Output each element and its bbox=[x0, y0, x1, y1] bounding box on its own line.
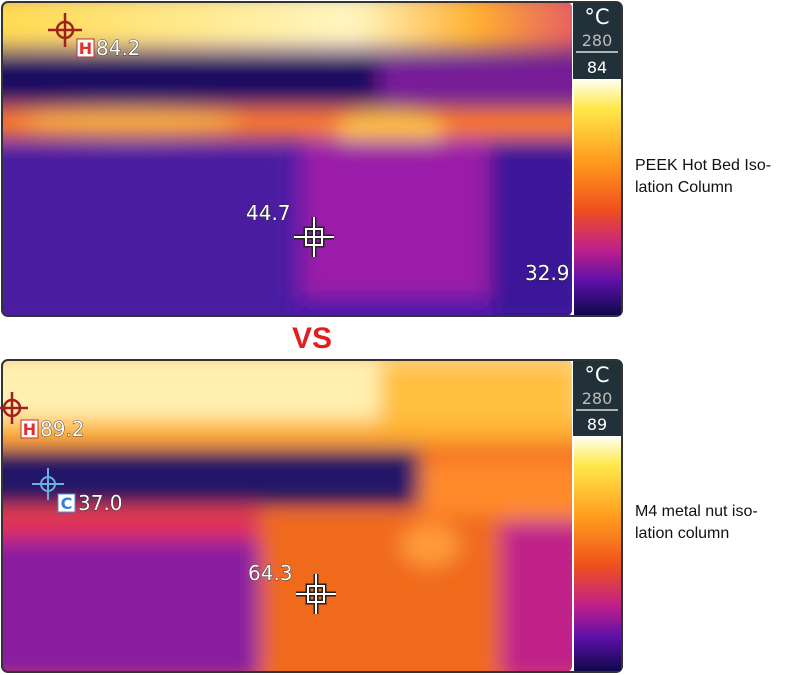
separator: VS bbox=[292, 322, 332, 355]
tag-box bbox=[76, 38, 95, 58]
scale-max: 280 bbox=[582, 389, 613, 408]
unit: °C bbox=[584, 363, 609, 387]
center-marker bbox=[294, 217, 334, 257]
cold-marker bbox=[32, 468, 64, 500]
hot-marker bbox=[48, 13, 82, 47]
thermal-image bbox=[2, 2, 572, 316]
scale-max: 280 bbox=[582, 31, 613, 50]
caption: lation Column bbox=[635, 179, 733, 196]
caption: M4 metal nut iso- bbox=[635, 503, 758, 520]
scale-min: 89 bbox=[587, 415, 607, 434]
caption: PEEK Hot Bed Iso- bbox=[635, 157, 771, 174]
color-scale bbox=[573, 3, 621, 315]
unit: °C bbox=[584, 5, 609, 29]
color-scale bbox=[573, 361, 621, 671]
tag-box bbox=[20, 419, 39, 439]
reading: 44.7 bbox=[246, 201, 291, 225]
caption: lation column bbox=[635, 525, 729, 542]
reading: 32.9 bbox=[525, 261, 570, 285]
reading: 37.0 bbox=[78, 491, 123, 515]
center-marker bbox=[296, 574, 336, 614]
tag: H bbox=[23, 420, 36, 439]
tag: C bbox=[61, 494, 73, 513]
reading: 84.2 bbox=[96, 36, 141, 60]
reading: 89.2 bbox=[40, 417, 85, 441]
tag-box bbox=[57, 493, 76, 513]
reading: 64.3 bbox=[248, 561, 293, 585]
tag: H bbox=[79, 39, 92, 58]
hot-marker bbox=[0, 392, 28, 424]
scale-min: 84 bbox=[587, 58, 607, 77]
